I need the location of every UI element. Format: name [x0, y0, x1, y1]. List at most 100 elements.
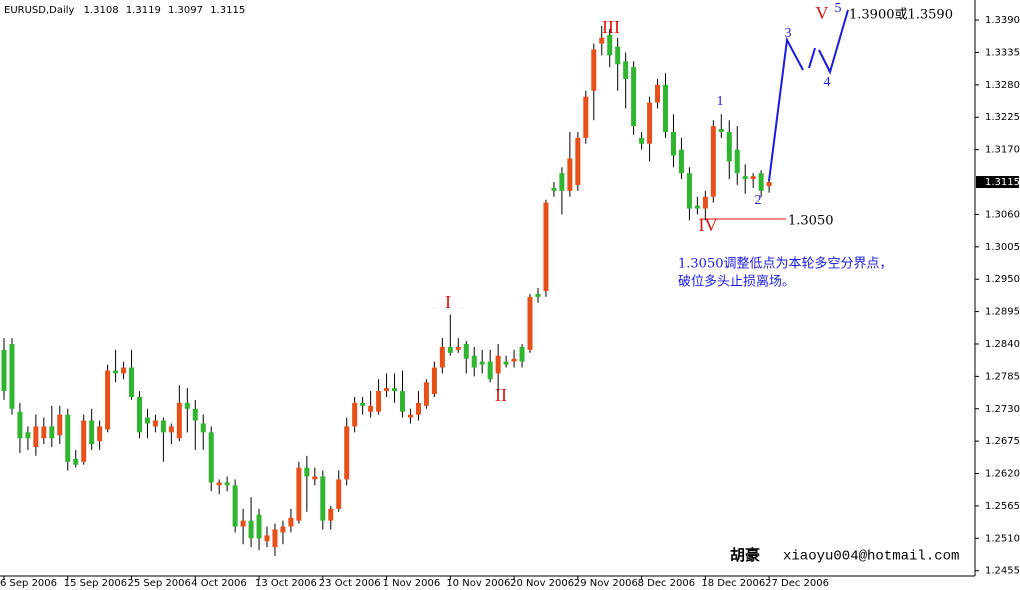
close-value: 1.3115: [210, 5, 245, 16]
candle-body: [328, 508, 334, 521]
candle-body: [431, 367, 437, 395]
candle-body: [200, 423, 206, 433]
candle-body: [591, 49, 597, 91]
candle-body: [567, 158, 573, 191]
candle-body: [49, 426, 55, 439]
open-value: 1.3108: [84, 5, 119, 16]
candle-body: [81, 420, 87, 462]
candle-body: [400, 391, 405, 412]
price-marker: [976, 176, 1019, 189]
email: xiaoyu004@hotmail.com: [783, 549, 959, 565]
y-tick-label: 1.3280: [985, 80, 1020, 91]
x-tick-label: 6 Sep 2006: [0, 578, 57, 589]
candle-body: [17, 411, 23, 439]
candle-body: [224, 482, 230, 486]
candle-body: [447, 346, 453, 353]
x-tick-label: 25 Sep 2006: [128, 578, 191, 589]
candle-body: [750, 176, 756, 180]
candle-body: [463, 343, 469, 359]
candle-body: [256, 514, 262, 539]
candle-body: [551, 187, 557, 191]
note-line: 1.3050调整低点为本轮多空分界点，: [678, 256, 893, 272]
candle-body: [192, 408, 198, 421]
candle-body: [304, 467, 310, 477]
candle-body: [726, 131, 732, 162]
candle-body: [647, 102, 653, 144]
candle-body: [734, 149, 740, 174]
candle-body: [663, 84, 669, 132]
candle-body: [471, 355, 477, 368]
candle-body: [160, 420, 166, 433]
wave-label: IV: [699, 215, 718, 235]
candle-body: [384, 388, 390, 392]
count-label: 5: [835, 1, 842, 16]
y-tick-label: 1.2895: [985, 307, 1020, 318]
candle-body: [216, 482, 222, 486]
candle-body: [65, 414, 71, 462]
candle-body: [607, 34, 613, 56]
candle-body: [280, 526, 286, 533]
support-label: 1.3050: [788, 214, 834, 229]
candle-body: [439, 346, 445, 368]
candle-body: [423, 382, 429, 406]
candle-body: [89, 420, 95, 445]
candle-body: [288, 517, 294, 527]
candle-body: [73, 458, 79, 465]
candle-body: [455, 346, 461, 350]
candle-body: [121, 367, 127, 374]
x-tick-label: 4 Oct 2006: [191, 578, 246, 589]
low-value: 1.3097: [168, 5, 203, 16]
candle-body: [57, 414, 63, 436]
candle-body: [543, 202, 549, 291]
projection-line: [818, 9, 849, 75]
candle-body: [415, 402, 421, 415]
candle-body: [678, 149, 684, 174]
candle-body: [105, 370, 111, 430]
x-tick-label: 20 Nov 2006: [510, 578, 574, 589]
candle-body: [136, 396, 142, 433]
x-tick-label: 1 Nov 2006: [383, 578, 441, 589]
high-value: 1.3119: [126, 5, 161, 16]
x-tick-label: 27 Dec 2006: [765, 578, 829, 589]
candle-body: [575, 137, 581, 185]
candle-body: [296, 467, 302, 521]
x-tick-label: 29 Nov 2006: [574, 578, 638, 589]
candle-body: [495, 355, 501, 374]
candle-body: [599, 37, 605, 44]
y-tick-label: 1.3170: [985, 145, 1020, 156]
y-tick-label: 1.3390: [985, 15, 1020, 26]
price-label: 1.3115: [985, 177, 1020, 188]
candle-body: [168, 426, 174, 433]
count-label: 1: [717, 94, 724, 109]
candle-body: [360, 402, 366, 406]
candle-body: [152, 420, 158, 427]
wave-label: I: [445, 292, 451, 312]
candle-body: [511, 358, 517, 362]
y-tick-label: 1.3225: [985, 112, 1020, 123]
y-tick-label: 1.2510: [985, 533, 1020, 544]
author: 胡豪: [730, 546, 760, 564]
candle-body: [41, 426, 47, 439]
candle-body: [758, 173, 764, 191]
candle-body: [33, 426, 39, 448]
wave-label: V: [816, 3, 829, 23]
y-tick-label: 1.3005: [985, 242, 1020, 253]
candle-body: [615, 46, 621, 65]
target-label: 1.3900或1.3590: [849, 8, 953, 23]
chart-title: EURUSD,Daily: [4, 5, 75, 16]
candle-body: [742, 176, 748, 180]
candle-body: [710, 126, 716, 197]
candle-body: [25, 432, 31, 439]
candle-body: [479, 361, 485, 365]
count-label: 3: [785, 26, 792, 41]
candle-body: [272, 529, 278, 548]
candle-body: [129, 367, 135, 397]
y-tick-label: 1.2950: [985, 274, 1020, 285]
candle-body: [670, 131, 676, 156]
count-label: 2: [755, 193, 762, 208]
candle-body: [519, 346, 525, 362]
wave-label: II: [495, 385, 507, 405]
y-tick-label: 1.2840: [985, 339, 1020, 350]
candle-body: [232, 485, 238, 527]
